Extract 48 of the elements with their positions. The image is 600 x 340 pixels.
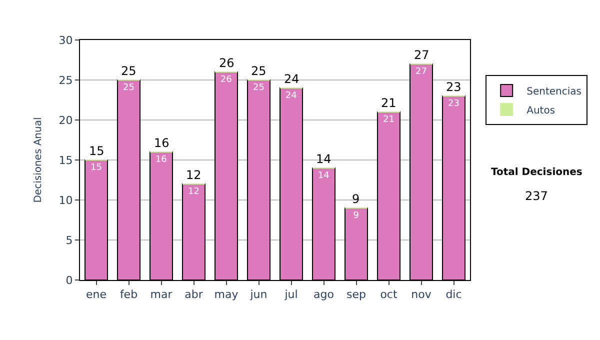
data-label: 23 [448, 99, 460, 109]
data-label: 15 [90, 163, 102, 173]
total-label: 25 [121, 64, 136, 78]
total-label: 27 [414, 48, 430, 62]
data-label: 27 [416, 67, 427, 77]
data-label: 9 [353, 211, 360, 221]
data-label: 16 [155, 155, 168, 165]
y-tick-label: 15 [58, 154, 73, 167]
x-tick-label: abr [184, 288, 204, 302]
y-tick-label: 5 [66, 234, 73, 247]
text: 237 [525, 189, 548, 203]
y-tick-label: 25 [58, 74, 73, 87]
x-tick-label: dic [446, 288, 462, 302]
data-label: 21 [383, 115, 394, 125]
x-tick-label: jun [249, 288, 268, 302]
total-label: 21 [381, 96, 396, 110]
data-label: 25 [123, 83, 134, 93]
x-tick-label: may [214, 288, 239, 302]
y-tick-label: 30 [58, 34, 73, 47]
legend-label: Sentencias [526, 86, 582, 98]
x-tick-label: nov [411, 288, 432, 302]
x-tick-label: feb [120, 288, 138, 302]
legend-label: Autos [526, 105, 556, 116]
data-label: 14 [318, 171, 330, 181]
total-label: 26 [219, 56, 234, 70]
x-tick-label: sep [346, 288, 366, 302]
data-label: 12 [188, 187, 200, 197]
x-tick-label: oct [380, 288, 398, 302]
x-tick-label: jul [284, 288, 298, 302]
data-label: 25 [253, 83, 264, 93]
total-label: 9 [352, 192, 360, 206]
data-label: 26 [220, 75, 232, 85]
y-tick-label: 20 [58, 114, 73, 127]
x-tick-label: mar [150, 288, 173, 302]
total-label: 23 [446, 80, 462, 94]
x-tick-label: ago [314, 288, 334, 302]
y-tick-label: 10 [58, 194, 73, 207]
total-label: 15 [89, 144, 104, 158]
data-label: 24 [285, 91, 298, 101]
total-label: 16 [154, 136, 170, 150]
y-axis-title: Decisiones Anual [32, 117, 44, 203]
total-label: 25 [251, 64, 266, 78]
y-tick-label: 0 [66, 274, 73, 287]
text: Total Decisiones [491, 167, 582, 178]
x-tick-label: ene [86, 288, 107, 302]
total-label: 14 [316, 152, 332, 166]
total-label: 24 [284, 72, 300, 86]
total-label: 12 [186, 168, 202, 182]
